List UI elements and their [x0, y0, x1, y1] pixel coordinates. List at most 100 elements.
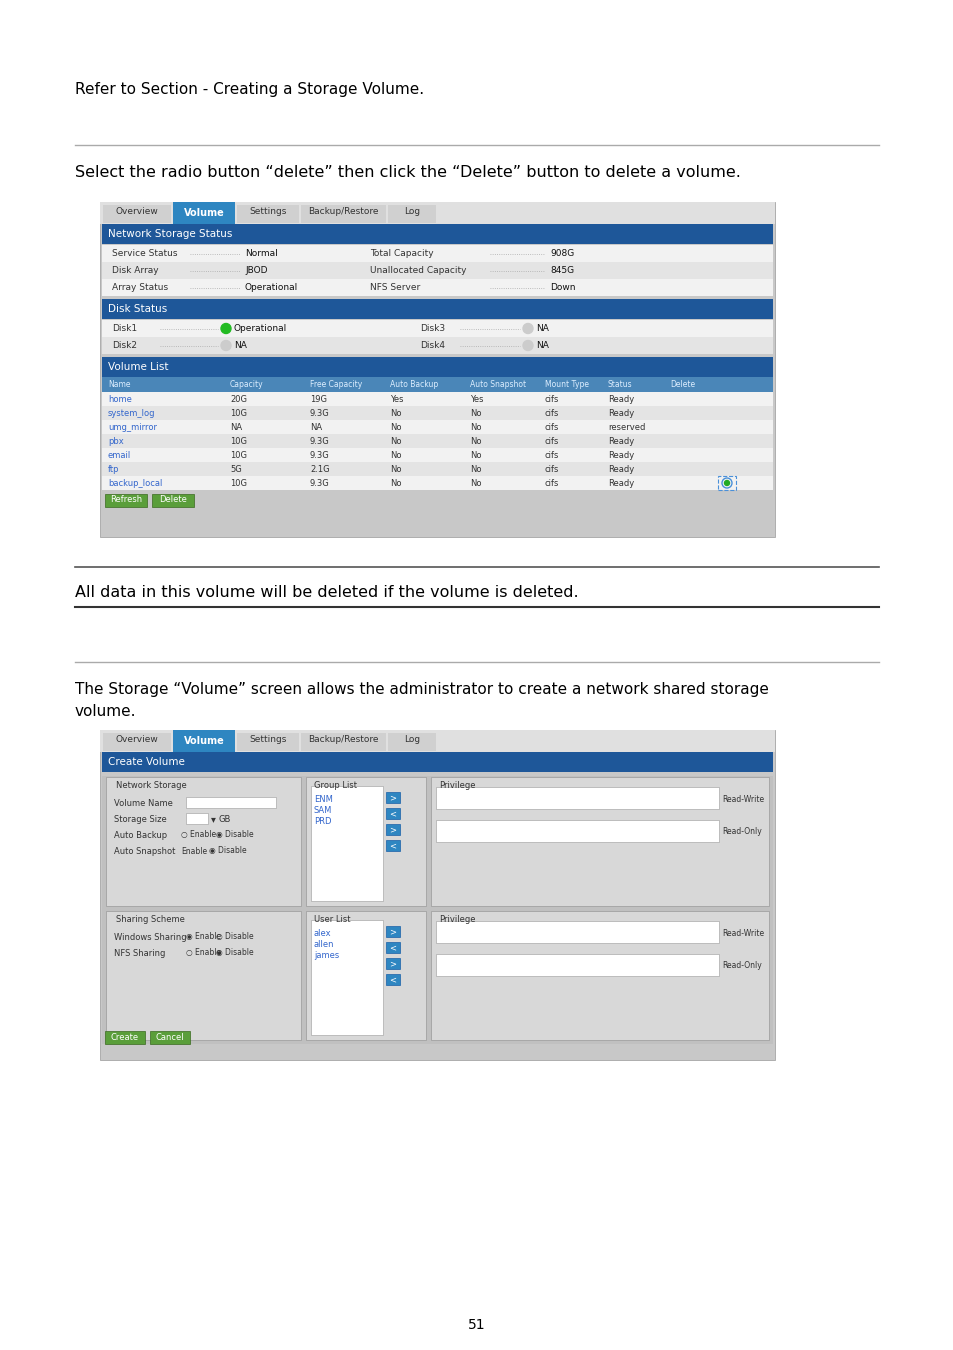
Text: Create Volume: Create Volume	[108, 757, 185, 767]
Text: 10G: 10G	[230, 409, 247, 417]
Text: reserved: reserved	[607, 423, 644, 432]
Text: <: <	[389, 944, 396, 952]
Bar	[301, 733, 386, 751]
Text: >: >	[389, 792, 396, 802]
Text: Enable: Enable	[181, 846, 207, 856]
Text: 845G: 845G	[550, 266, 574, 275]
Text: Free Capacity: Free Capacity	[310, 379, 362, 389]
Text: Auto Backup: Auto Backup	[113, 830, 167, 840]
Text: Disk4: Disk4	[419, 342, 444, 350]
Text: Mount Type: Mount Type	[544, 379, 588, 389]
Text: Privilege: Privilege	[438, 782, 475, 790]
Text: backup_local: backup_local	[108, 478, 162, 487]
Text: Refer to Section - Creating a Storage Volume.: Refer to Section - Creating a Storage Vo…	[75, 82, 424, 97]
Text: NFS Server: NFS Server	[370, 284, 420, 292]
Text: 9.3G: 9.3G	[310, 409, 330, 417]
Bar	[100, 730, 774, 1060]
Bar	[436, 787, 719, 809]
Bar	[102, 224, 772, 244]
Text: No: No	[470, 451, 481, 459]
Text: 2.1G: 2.1G	[310, 464, 330, 474]
Text: Ready: Ready	[607, 394, 634, 404]
Text: ◉ Enable: ◉ Enable	[186, 933, 221, 941]
Text: Disk Status: Disk Status	[108, 304, 167, 315]
Text: 10G: 10G	[230, 451, 247, 459]
Circle shape	[522, 324, 533, 333]
Text: Delete: Delete	[159, 495, 187, 505]
Text: Network Storage Status: Network Storage Status	[108, 230, 233, 239]
Text: Ready: Ready	[607, 409, 634, 417]
Text: Disk2: Disk2	[112, 342, 137, 350]
Text: 10G: 10G	[230, 436, 247, 446]
Text: Unallocated Capacity: Unallocated Capacity	[370, 266, 466, 275]
Circle shape	[221, 324, 231, 333]
Text: Backup/Restore: Backup/Restore	[308, 208, 378, 216]
Text: No: No	[390, 436, 401, 446]
Text: ▾: ▾	[211, 814, 215, 824]
Text: alex: alex	[314, 929, 332, 938]
Bar	[436, 819, 719, 842]
Text: ◉ Disable: ◉ Disable	[209, 846, 247, 856]
Text: NA: NA	[536, 324, 548, 333]
Bar	[102, 356, 772, 377]
Bar	[386, 942, 399, 953]
Text: home: home	[108, 394, 132, 404]
Text: No: No	[390, 423, 401, 432]
Bar	[388, 733, 436, 751]
Text: Read-Write: Read-Write	[721, 795, 763, 803]
Text: Sharing Scheme: Sharing Scheme	[116, 915, 185, 923]
Bar	[102, 420, 772, 433]
Text: Volume List: Volume List	[108, 362, 169, 373]
Text: NA: NA	[536, 342, 548, 350]
Bar	[102, 448, 772, 462]
Bar	[106, 911, 301, 1040]
Text: Log: Log	[403, 208, 419, 216]
Text: Ready: Ready	[607, 451, 634, 459]
Bar	[306, 778, 426, 906]
Text: Select the radio button “delete” then click the “Delete” button to delete a volu: Select the radio button “delete” then cl…	[75, 165, 740, 180]
Text: Read-Only: Read-Only	[721, 828, 760, 837]
Text: SAM: SAM	[314, 806, 332, 815]
Bar	[102, 262, 772, 279]
Text: Down: Down	[550, 284, 575, 292]
Text: Read-Only: Read-Only	[721, 961, 760, 971]
Text: 9.3G: 9.3G	[310, 451, 330, 459]
Bar	[172, 730, 234, 752]
Text: >: >	[389, 825, 396, 834]
Bar	[386, 926, 399, 937]
Bar	[102, 776, 772, 1044]
Bar	[106, 778, 301, 906]
Text: ◉ Disable: ◉ Disable	[215, 830, 253, 840]
Text: cifs: cifs	[544, 423, 558, 432]
Text: <: <	[389, 809, 396, 818]
Text: james: james	[314, 950, 339, 960]
Text: Operational: Operational	[245, 284, 298, 292]
Bar	[105, 1031, 145, 1044]
Text: No: No	[390, 464, 401, 474]
Bar	[436, 921, 719, 944]
Bar	[100, 202, 774, 224]
Text: Refresh: Refresh	[110, 495, 142, 505]
Bar	[100, 202, 774, 537]
Text: ○ Enable: ○ Enable	[186, 949, 221, 957]
Text: All data in this volume will be deleted if the volume is deleted.: All data in this volume will be deleted …	[75, 585, 578, 599]
Bar	[172, 202, 234, 224]
Circle shape	[522, 340, 533, 351]
Text: Network Storage: Network Storage	[116, 782, 187, 790]
Bar	[105, 494, 147, 508]
Text: 20G: 20G	[230, 394, 247, 404]
Text: Create: Create	[111, 1033, 139, 1042]
Bar	[388, 205, 436, 223]
Text: email: email	[108, 451, 132, 459]
Text: No: No	[390, 409, 401, 417]
Text: Disk Array: Disk Array	[112, 266, 158, 275]
Text: 908G: 908G	[550, 248, 574, 258]
Text: JBOD: JBOD	[245, 266, 267, 275]
Text: Ready: Ready	[607, 436, 634, 446]
Text: cifs: cifs	[544, 451, 558, 459]
Text: umg_mirror: umg_mirror	[108, 423, 157, 432]
Text: ○ Enable: ○ Enable	[181, 830, 216, 840]
Bar	[236, 205, 298, 223]
Text: No: No	[390, 478, 401, 487]
Bar	[386, 840, 399, 850]
